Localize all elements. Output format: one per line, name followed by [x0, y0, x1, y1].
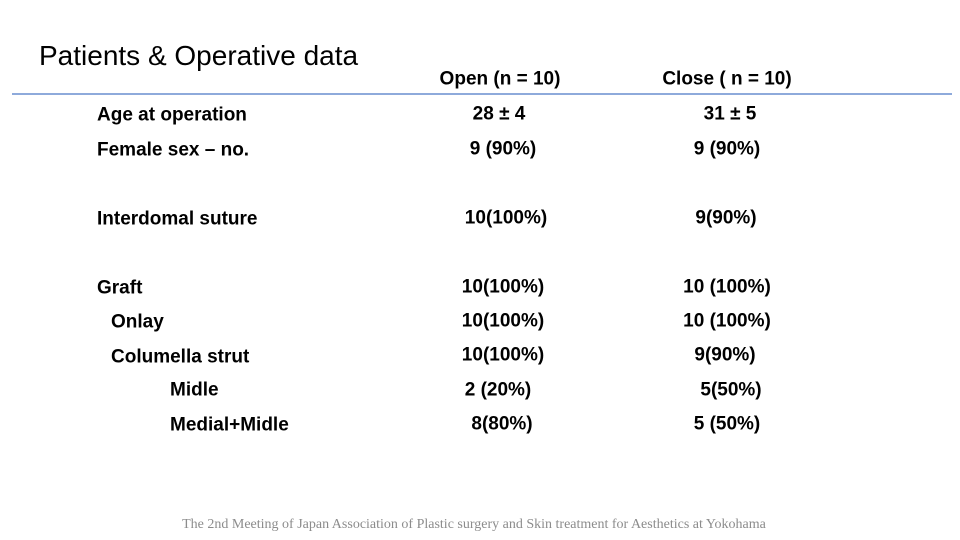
cell: 8(80%)	[471, 413, 533, 435]
row-label: Interdomal suture	[97, 208, 258, 230]
row-label: Female sex – no.	[97, 139, 250, 161]
column-header: Open (n = 10)	[439, 68, 561, 90]
cell: 10(100%)	[464, 207, 548, 229]
column-header: Close ( n = 10)	[662, 68, 792, 90]
cell: 5 (50%)	[693, 413, 761, 435]
cell: 9(90%)	[694, 344, 756, 366]
cell: 10 (100%)	[683, 310, 771, 332]
row-label: Midle	[170, 379, 219, 401]
cell: 5(50%)	[700, 379, 762, 401]
cell: 2 (20%)	[464, 379, 532, 401]
row-label: Columella strut	[111, 346, 250, 368]
row-label: Age at operation	[97, 104, 247, 126]
title-rule	[12, 93, 952, 95]
cell: 31 ± 5	[703, 103, 757, 125]
cell: 10 (100%)	[683, 276, 771, 298]
slide-title: Patients & Operative data	[39, 40, 359, 71]
cell: 9(90%)	[695, 207, 757, 229]
cell: 9 (90%)	[693, 138, 761, 160]
cell: 10(100%)	[461, 276, 545, 298]
cell: 10(100%)	[461, 310, 545, 332]
cell: 9 (90%)	[469, 138, 537, 160]
cell: 10(100%)	[461, 344, 545, 366]
row-label: Onlay	[111, 311, 164, 333]
row-label: Medial+Midle	[170, 414, 289, 436]
cell: 28 ± 4	[472, 103, 526, 125]
row-label: Graft	[97, 277, 143, 299]
footer: The 2nd Meeting of Japan Association of …	[182, 517, 766, 532]
